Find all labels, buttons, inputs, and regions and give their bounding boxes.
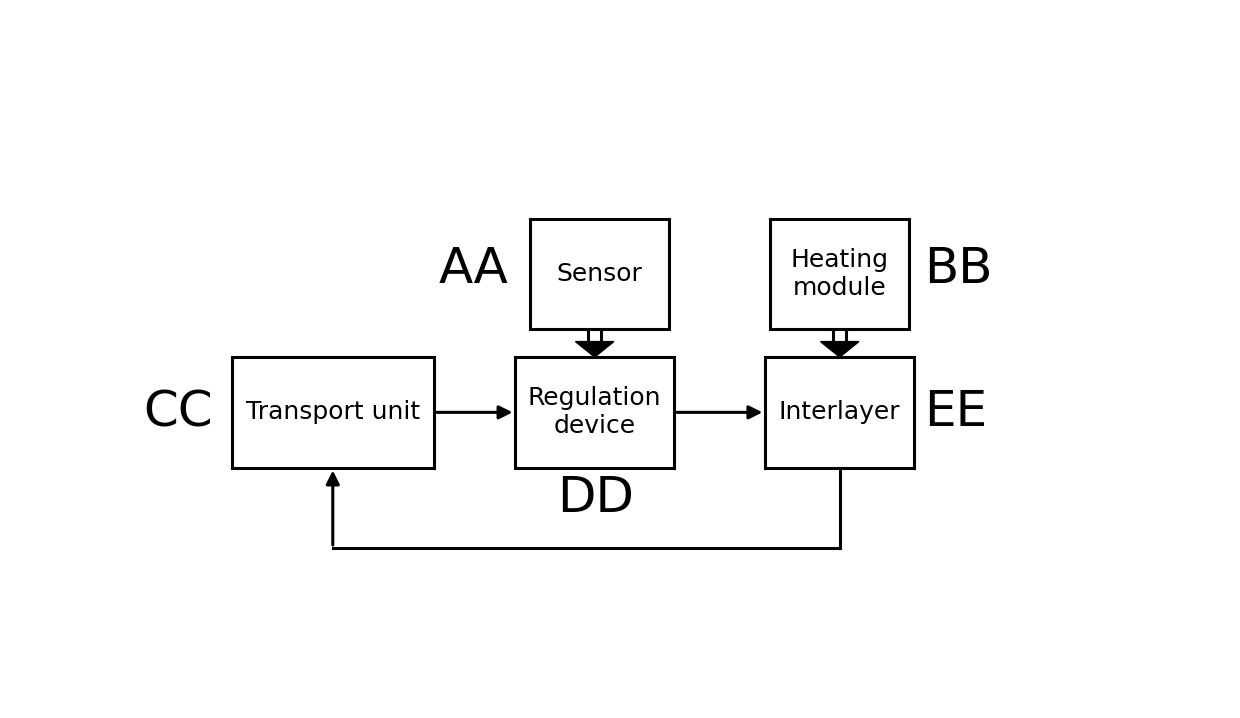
Text: Regulation
device: Regulation device bbox=[528, 386, 661, 438]
Text: Heating
module: Heating module bbox=[791, 248, 889, 300]
Text: DD: DD bbox=[557, 474, 634, 522]
Text: EE: EE bbox=[924, 388, 987, 437]
Bar bbox=[529, 219, 670, 330]
Bar bbox=[770, 219, 909, 330]
Polygon shape bbox=[821, 342, 859, 357]
Bar bbox=[232, 357, 434, 467]
Polygon shape bbox=[575, 342, 614, 357]
Text: Sensor: Sensor bbox=[557, 262, 642, 286]
Text: Interlayer: Interlayer bbox=[779, 401, 900, 424]
Bar bbox=[516, 357, 675, 467]
Text: Transport unit: Transport unit bbox=[246, 401, 420, 424]
Text: AA: AA bbox=[439, 245, 508, 293]
Text: BB: BB bbox=[924, 245, 992, 293]
Text: CC: CC bbox=[143, 388, 213, 437]
Bar bbox=[765, 357, 914, 467]
